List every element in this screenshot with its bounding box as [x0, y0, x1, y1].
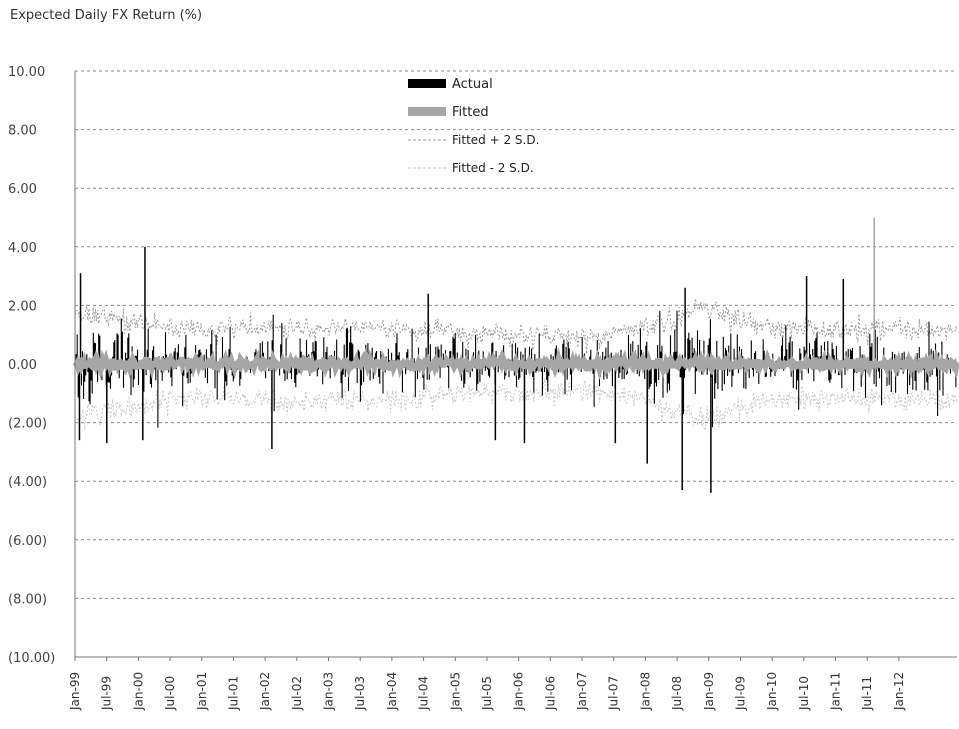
legend-label-2: Fitted + 2 S.D. — [452, 133, 539, 147]
x-tick-label: Jan-99 — [68, 672, 82, 711]
x-tick-label: Jul-11 — [860, 676, 874, 711]
x-tick-label: Jan-12 — [892, 672, 906, 711]
x-tick-label: Jul-02 — [290, 676, 304, 711]
fitted-line — [72, 346, 959, 381]
x-tick-label: Jan-09 — [702, 672, 716, 711]
x-tick-label: Jan-00 — [131, 672, 145, 711]
x-tick-label: Jul-01 — [226, 676, 240, 711]
x-tick-label: Jul-10 — [797, 676, 811, 711]
gridlines — [75, 70, 957, 599]
chart-title: Expected Daily FX Return (%) — [10, 8, 203, 23]
x-tick-label: Jul-06 — [543, 676, 557, 711]
y-tick-label: (10.00) — [8, 651, 55, 666]
fitted-plus-2sd-line — [74, 298, 958, 355]
x-tick-label: Jul-08 — [670, 676, 684, 711]
x-tick-label: Jan-02 — [258, 672, 272, 711]
fitted-series — [72, 346, 959, 381]
y-tick-label: 2.00 — [8, 299, 37, 314]
x-tick-label: Jan-10 — [765, 672, 779, 711]
legend-label-0: Actual — [452, 77, 493, 92]
y-axis-ticks: 10.00 8.00 6.00 4.00 2.00 0.00 (2.00) (4.00) (6.… — [8, 65, 55, 666]
x-tick-label: Jul-03 — [353, 676, 367, 711]
x-tick-label: Jul-05 — [480, 676, 494, 711]
x-tick-label: Jul-07 — [607, 676, 621, 711]
legend-swatch-0 — [408, 79, 446, 88]
x-tick-label: Jul-09 — [733, 676, 747, 711]
legend: Actual Fitted Fitted + 2 S.D. Fitted - 2 S.… — [408, 77, 539, 175]
fitted-minus-2sd-line — [74, 377, 958, 433]
y-tick-label: 0.00 — [8, 358, 37, 373]
y-tick-label: (8.00) — [8, 592, 47, 607]
sd-band-lines — [74, 298, 958, 433]
axes — [74, 71, 957, 658]
legend-label-1: Fitted — [452, 105, 489, 120]
y-tick-label: (4.00) — [8, 475, 47, 490]
x-tick-label: Jul-04 — [417, 676, 431, 711]
x-tick-label: Jan-06 — [512, 672, 526, 711]
x-tick-label: Jan-05 — [448, 672, 462, 711]
y-tick-label: 10.00 — [8, 65, 45, 80]
x-tick-label: Jan-03 — [322, 672, 336, 711]
legend-label-3: Fitted - 2 S.D. — [452, 161, 534, 175]
x-tick-label: Jan-07 — [575, 672, 589, 711]
x-tick-label: Jan-04 — [385, 672, 399, 711]
x-tick-label: Jul-99 — [100, 676, 114, 711]
x-tick-label: Jan-08 — [638, 672, 652, 711]
x-tick-label: Jan-11 — [829, 672, 843, 711]
y-tick-label: (6.00) — [8, 534, 47, 549]
x-tick-label: Jan-01 — [195, 672, 209, 711]
y-tick-label: (2.00) — [8, 417, 47, 432]
x-axis-ticks: Jan-99 Jul-99 Jan-00 Jul-00 Jan-01 Jul-01 Jan-… — [68, 657, 906, 711]
legend-swatch-1 — [408, 107, 446, 116]
y-tick-label: 4.00 — [8, 241, 37, 256]
y-tick-label: 8.00 — [8, 124, 37, 139]
x-tick-label: Jul-00 — [163, 676, 177, 711]
y-tick-label: 6.00 — [8, 182, 37, 197]
